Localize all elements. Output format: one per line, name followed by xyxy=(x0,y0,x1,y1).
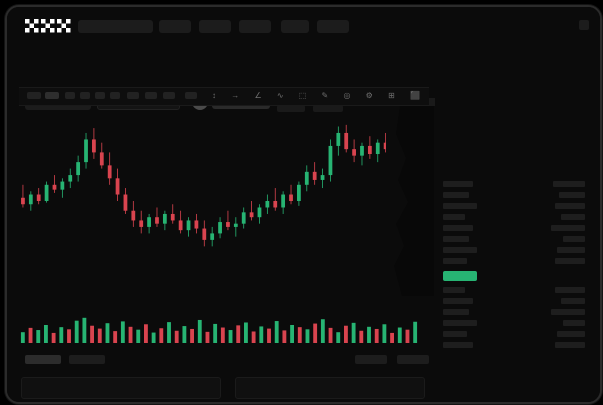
orderbook-ask-value xyxy=(561,214,585,220)
tab-order-history[interactable] xyxy=(69,355,105,364)
stat-value-24h-change xyxy=(277,105,305,112)
tab-open-orders[interactable] xyxy=(25,355,61,364)
timeframe-button-time[interactable] xyxy=(27,92,41,99)
orderbook-ask-value xyxy=(559,192,585,198)
timeframe-button-1d[interactable] xyxy=(145,92,157,99)
market-sub-bar: Spot Trading xyxy=(7,43,600,112)
orderbook-ask-value xyxy=(557,247,585,253)
orderbook-ask-value xyxy=(553,181,585,187)
okx-logo-icon xyxy=(25,19,71,33)
orderbook-bid-value xyxy=(555,287,585,293)
nav-item-more[interactable] xyxy=(317,20,349,33)
timeframe-button-4h[interactable] xyxy=(127,92,139,99)
orderbook-bid-value xyxy=(563,320,585,326)
orderbook-ask-row[interactable] xyxy=(443,192,469,198)
nav-item-earn[interactable] xyxy=(281,20,309,33)
orderbook-ask-row[interactable] xyxy=(443,247,477,253)
chart-occlusion-shape xyxy=(386,106,408,296)
volume-histogram xyxy=(20,317,418,343)
orderbook-bid-row[interactable] xyxy=(443,309,469,315)
chart-tool-icons[interactable]: ↕ → ∠ ∿ ⬚ ✎ ◎ ⚙ ⊞ ⬛ xyxy=(212,91,427,100)
orderbook-ask-value xyxy=(551,225,585,231)
chart-toolbar[interactable] xyxy=(19,87,429,106)
indicators-button[interactable] xyxy=(185,92,197,99)
orderbook-bid-row[interactable] xyxy=(443,287,465,293)
orderbook-panel: Buy Sell xyxy=(435,81,596,402)
stat-value-24h-high xyxy=(313,105,343,112)
timeframe-button-1w[interactable] xyxy=(163,92,175,99)
orderbook-bid-row[interactable] xyxy=(443,320,477,326)
orders-panel-left[interactable] xyxy=(21,377,221,399)
okx-logo[interactable] xyxy=(25,19,71,33)
orderbook-ask-row[interactable] xyxy=(443,214,465,220)
nav-item-buy-crypto[interactable] xyxy=(159,20,191,33)
timeframe-button-1h[interactable] xyxy=(110,92,120,99)
timeframe-button-15m[interactable] xyxy=(95,92,105,99)
orderbook-ask-value xyxy=(555,203,585,209)
orderbook-ask-value xyxy=(555,258,585,264)
orderbook-ask-row[interactable] xyxy=(443,203,477,209)
timeframe-button-active[interactable] xyxy=(45,92,59,99)
global-search-bar[interactable] xyxy=(78,20,153,33)
candlestick-chart[interactable] xyxy=(19,106,429,296)
timeframe-button-1m[interactable] xyxy=(65,92,75,99)
orderbook-ask-row[interactable] xyxy=(443,236,469,242)
tab-assets[interactable] xyxy=(397,355,429,364)
orderbook-bid-value xyxy=(557,331,585,337)
avatar[interactable] xyxy=(579,20,589,30)
orderbook-rows[interactable] xyxy=(435,81,596,402)
orderbook-bid-row[interactable] xyxy=(443,331,467,337)
tab-positions[interactable] xyxy=(355,355,387,364)
orderbook-ask-row[interactable] xyxy=(443,181,473,187)
orderbook-bid-value xyxy=(555,342,585,348)
nav-item-trade[interactable] xyxy=(239,20,271,33)
orders-panel-right[interactable] xyxy=(235,377,425,399)
orderbook-bid-value xyxy=(561,298,585,304)
device-frame: Spot Trading xyxy=(5,5,602,404)
orderbook-bid-value xyxy=(551,309,585,315)
nav-item-markets[interactable] xyxy=(199,20,231,33)
orderbook-ask-value xyxy=(563,236,585,242)
orderbook-ask-row[interactable] xyxy=(443,225,473,231)
orderbook-ask-row[interactable] xyxy=(443,258,467,264)
app-screen: Spot Trading xyxy=(7,7,600,402)
top-nav-bar xyxy=(7,7,600,43)
orderbook-bid-row[interactable] xyxy=(443,298,473,304)
orderbook-mid-price xyxy=(443,271,477,281)
timeframe-button-5m[interactable] xyxy=(80,92,90,99)
orderbook-bid-row[interactable] xyxy=(443,342,473,348)
